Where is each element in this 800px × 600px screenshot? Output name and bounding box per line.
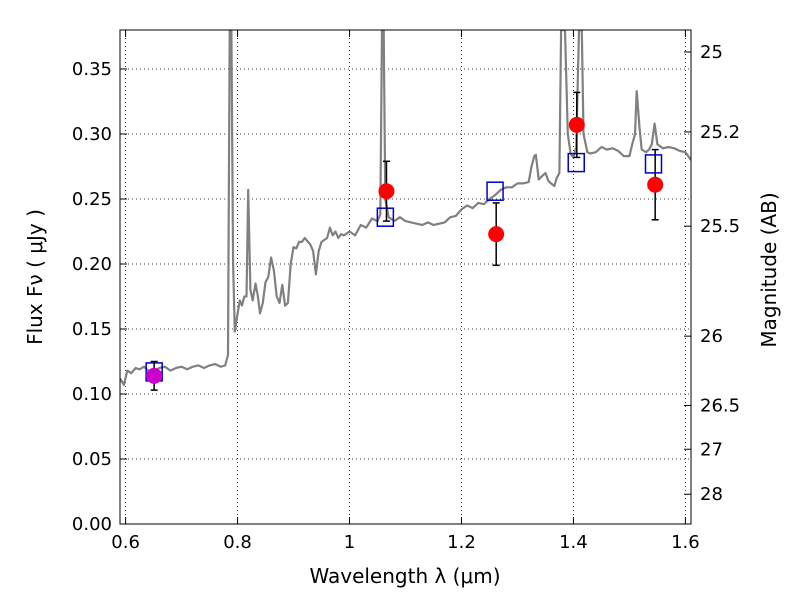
y-tick-label: 0.10 [72,384,112,405]
model-square-marker [644,154,663,174]
x-tick-label: 1.2 [447,532,476,553]
observed-point [568,116,585,133]
right-tick-label: 26.5 [700,395,740,416]
y-tick-label: 0.35 [72,59,112,80]
x-tick-label: 1.6 [671,532,700,553]
right-tick-label: 28 [700,484,723,505]
y-axis-label: Flux Fν ( μJy ) [23,209,47,345]
right-tick-label: 25 [700,42,723,63]
data-layer [120,30,691,391]
plot-frame [119,29,692,525]
observed-point [488,226,505,243]
right-tick-label: 27 [700,439,723,460]
plot-background [120,30,691,524]
right-axis-label: Magnitude (AB) [757,192,781,347]
model-square-marker [486,181,504,201]
right-tick-label: 26 [700,326,723,347]
x-tick-label: 0.8 [223,532,252,553]
axes: 0.6 0.8 1 1.2 1.4 1.6 0.00 0.05 0.10 0.15 0.20 0.25… [72,30,740,553]
model-square-marker [376,207,395,227]
y-tick-label: 0.05 [72,449,112,470]
y-tick-label: 0.25 [72,189,112,210]
right-tick-label: 25.5 [700,216,740,237]
observed-point [146,367,163,384]
y-tick-label: 0.30 [72,124,112,145]
x-tick-label: 1.4 [559,532,588,553]
x-tick-label: 0.6 [111,532,140,553]
spectrum-line [120,30,691,386]
y-tick-label: 0.00 [72,514,112,535]
x-tick-label: 1 [344,532,355,553]
y-tick-label: 0.15 [72,319,112,340]
observed-point [647,176,664,193]
right-tick-label: 25.2 [700,122,740,143]
y-tick-label: 0.20 [72,254,112,275]
x-axis-label: Wavelength λ (μm) [309,564,500,588]
observed-point [378,183,395,200]
